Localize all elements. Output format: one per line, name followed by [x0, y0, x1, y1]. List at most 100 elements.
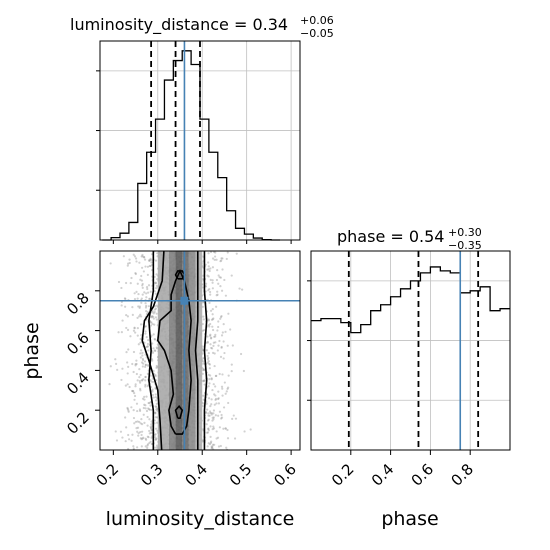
sample-point: [153, 446, 157, 449]
sample-point: [141, 365, 144, 368]
sample-point: [138, 409, 142, 412]
sample-point: [213, 335, 216, 338]
sample-point: [133, 392, 136, 395]
sample-point: [209, 412, 212, 415]
sample-point: [217, 325, 220, 329]
sample-point: [203, 368, 206, 372]
sample-point: [140, 418, 143, 421]
density-column: [188, 251, 196, 450]
sample-point: [226, 437, 230, 440]
sample-point: [149, 321, 152, 324]
sample-point: [211, 328, 215, 332]
sample-point: [208, 367, 211, 370]
sample-point: [216, 329, 219, 332]
sample-point: [150, 420, 153, 423]
sample-point: [153, 435, 157, 439]
sample-point: [136, 420, 139, 423]
sample-point: [140, 379, 143, 382]
sample-point: [214, 251, 217, 254]
sample-point: [154, 387, 157, 390]
sample-point: [150, 316, 153, 319]
sample-point: [144, 265, 147, 268]
sample-point: [150, 428, 153, 431]
sample-point: [153, 419, 156, 422]
sample-point: [136, 430, 139, 433]
sample-point: [151, 342, 154, 345]
sample-point: [211, 419, 214, 422]
sample-point: [126, 383, 129, 386]
sample-point: [139, 313, 142, 316]
sample-point: [209, 333, 212, 336]
sample-point: [206, 419, 210, 422]
sample-point: [144, 375, 147, 379]
sample-point: [219, 285, 222, 288]
sample-point: [154, 292, 157, 295]
sample-point: [220, 289, 224, 292]
sample-point: [152, 396, 155, 399]
sample-point: [155, 346, 158, 349]
sample-point: [145, 310, 148, 313]
sample-point: [201, 360, 205, 363]
sample-point: [149, 440, 152, 443]
sample-point: [212, 416, 215, 419]
sample-point: [142, 436, 145, 439]
sample-point: [144, 383, 147, 386]
sample-point: [201, 349, 204, 352]
sample-point: [144, 332, 147, 335]
sample-point: [130, 389, 134, 393]
sample-point: [141, 351, 144, 354]
sample-point: [214, 414, 217, 417]
sample-point: [126, 406, 129, 410]
sample-point: [209, 405, 212, 408]
sample-point: [208, 443, 212, 446]
sample-point: [215, 402, 218, 405]
sample-point: [202, 398, 205, 401]
sample-point: [145, 285, 149, 289]
sample-point: [150, 408, 153, 412]
sample-point: [211, 281, 214, 284]
sample-point: [207, 414, 210, 417]
sample-point: [124, 384, 127, 387]
sample-point: [154, 395, 157, 399]
sample-point: [136, 426, 140, 429]
sample-point: [220, 417, 223, 420]
panel-frame: [310, 250, 511, 451]
x-tick-label: 0.5: [226, 460, 256, 490]
sample-point: [151, 380, 155, 384]
sample-point: [208, 290, 212, 294]
sample-point: [150, 380, 153, 383]
sample-point: [212, 418, 215, 421]
sample-point: [153, 290, 156, 293]
sample-point: [129, 335, 132, 338]
sample-point: [130, 406, 133, 409]
joint-density-panel: 0.2 0.3 0.4 0.5 0.6 0.2 0.4 0.6 0.8: [63, 250, 301, 490]
sample-point: [121, 436, 124, 439]
sample-point: [210, 347, 214, 350]
sample-point: [154, 427, 158, 430]
sample-point: [206, 335, 209, 338]
sample-point: [152, 317, 155, 320]
sample-point: [146, 311, 149, 314]
sample-point: [229, 328, 232, 331]
sample-point: [202, 356, 205, 360]
sample-point: [249, 428, 252, 431]
sample-point: [217, 344, 220, 347]
sample-point: [139, 337, 142, 341]
sample-point: [140, 274, 143, 278]
sample-point: [241, 288, 244, 291]
sample-point: [136, 379, 139, 382]
sample-point: [222, 357, 225, 360]
sample-point: [117, 280, 121, 284]
sample-point: [126, 315, 129, 318]
sample-point: [213, 251, 216, 254]
sample-point: [148, 402, 151, 405]
sample-point: [221, 394, 224, 397]
sample-point: [203, 379, 206, 382]
sample-point: [206, 431, 209, 434]
luminosity-distance-title-sub: −0.05: [300, 27, 334, 40]
sample-point: [131, 362, 134, 366]
phase-title-sub: −0.35: [448, 239, 482, 252]
sample-point: [136, 316, 139, 319]
sample-point: [212, 425, 215, 428]
sample-point: [144, 379, 147, 382]
